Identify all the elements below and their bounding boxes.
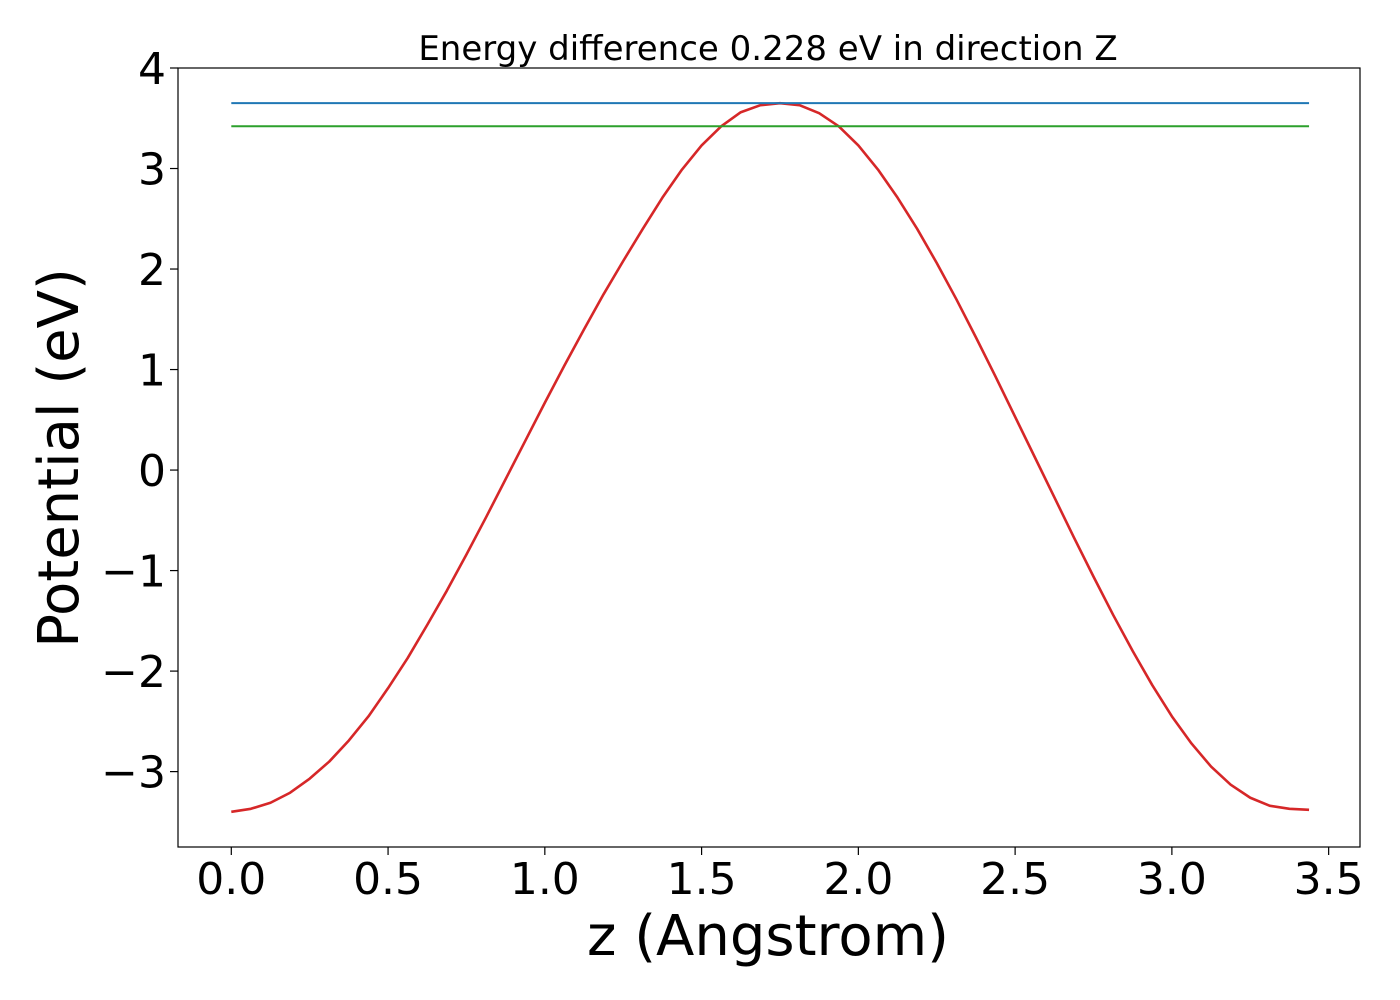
x-axis-label: z (Angstrom) xyxy=(587,904,949,969)
x-tick-label: 0.0 xyxy=(196,854,266,905)
y-tick-label: 2 xyxy=(138,245,166,296)
x-tick-label: 1.0 xyxy=(510,854,580,905)
y-tick-label: 1 xyxy=(138,346,166,397)
x-tick-label: 1.5 xyxy=(667,854,737,905)
x-tick-label: 2.0 xyxy=(823,854,893,905)
y-tick-label: 4 xyxy=(138,44,166,95)
x-tick-label: 0.5 xyxy=(353,854,423,905)
x-tick-label: 3.0 xyxy=(1137,854,1207,905)
y-tick-label: 0 xyxy=(138,446,166,497)
axes-frame xyxy=(177,67,1361,848)
y-tick-label: −3 xyxy=(101,748,166,799)
potential-curve xyxy=(231,101,1310,814)
y-axis-label: Potential (eV) xyxy=(27,268,92,648)
x-tick-label: 3.5 xyxy=(1294,854,1364,905)
tick-group: 0.0 0.5 1.0 1.5 2.0 2.5 3.0 3.5 −3 −2 −1 0 1 2 3 4 xyxy=(101,44,1364,905)
x-tick-label: 2.5 xyxy=(980,854,1050,905)
y-tick-label: −1 xyxy=(101,547,166,598)
plot-area xyxy=(231,101,1310,814)
chart-title: Energy difference 0.228 eV in direction … xyxy=(418,29,1117,69)
y-tick-label: 3 xyxy=(138,145,166,196)
y-tick-label: −2 xyxy=(101,647,166,698)
